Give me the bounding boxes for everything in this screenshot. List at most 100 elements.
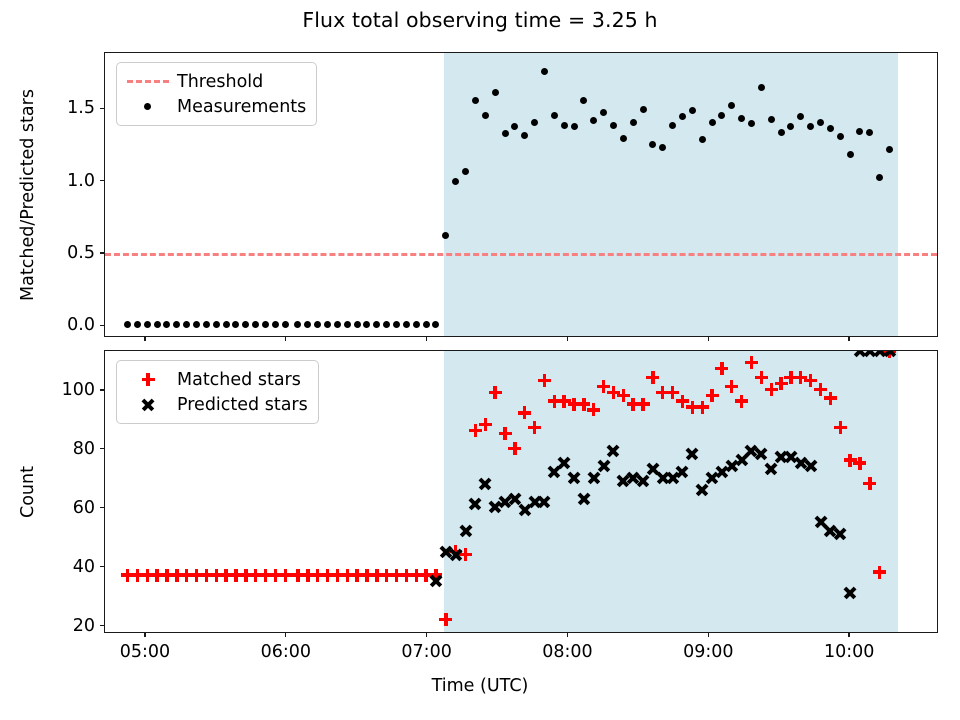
data-point [531, 118, 539, 126]
data-point [252, 321, 260, 329]
data-point [262, 321, 270, 329]
legend-top: Threshold Measurements [116, 62, 318, 126]
x-axis-tick [425, 633, 428, 637]
data-point [452, 178, 460, 186]
data-point [511, 123, 519, 131]
data-point [629, 118, 637, 126]
y-axis-tick-label: 0.0 [67, 315, 95, 336]
y-axis-tick [100, 448, 104, 450]
data-point [659, 143, 667, 151]
legend-item-predicted-stars: Predicted stars [125, 392, 308, 417]
data-point [777, 129, 785, 137]
data-point [698, 136, 706, 144]
data-point [294, 321, 302, 329]
data-point [767, 116, 775, 124]
data-point [133, 321, 141, 329]
legend-label-matched-stars: Matched stars [177, 369, 301, 390]
y-axis-tick [100, 624, 104, 627]
y-axis-tick-label: 20 [72, 615, 95, 636]
y-axis-tick-label: 60 [72, 497, 95, 518]
data-point [462, 168, 470, 176]
data-point [281, 321, 289, 329]
data-point [678, 113, 686, 121]
bottom-panel-axes [104, 350, 938, 633]
y-axis-tick-label: 1.0 [67, 170, 95, 191]
y-axis-title-top-text: Matched/Predicted stars [18, 88, 38, 301]
data-point [886, 146, 894, 154]
data-point [222, 321, 230, 329]
data-point [402, 321, 410, 329]
y-axis-tick-label: 100 [61, 379, 95, 400]
data-point [600, 108, 608, 116]
legend-item-measurements: Measurements [125, 94, 306, 119]
data-point [373, 321, 381, 329]
data-point [202, 321, 210, 329]
data-point [728, 101, 736, 109]
legend-item-threshold: Threshold [125, 69, 306, 94]
data-point [183, 321, 191, 329]
data-point [876, 173, 884, 181]
data-point [649, 140, 657, 148]
plus-marker-icon [125, 369, 171, 391]
data-point [242, 321, 250, 329]
dashed-line-icon [125, 71, 171, 93]
data-point [363, 321, 371, 329]
x-axis-tick [848, 633, 850, 637]
y-axis-tick [100, 252, 104, 254]
data-point [521, 131, 529, 139]
data-point [333, 321, 341, 329]
data-point [501, 130, 509, 138]
data-point [856, 127, 864, 135]
y-axis-title-bottom: Count [16, 350, 40, 633]
data-point [747, 120, 755, 128]
legend-label-threshold: Threshold [177, 71, 264, 92]
data-point [757, 84, 765, 92]
x-axis-tick-label: 09:00 [683, 642, 734, 662]
data-point [153, 321, 161, 329]
data-point [491, 88, 499, 96]
data-point [708, 118, 716, 126]
data-point [846, 150, 854, 158]
y-axis-tick-label: 40 [72, 556, 95, 577]
data-point [442, 231, 450, 239]
data-point [738, 114, 746, 122]
data-point [590, 117, 598, 125]
x-axis-tick-label: 07:00 [401, 642, 452, 662]
y-axis-tick [100, 507, 104, 509]
data-point [343, 321, 351, 329]
top-panel-plot-area [105, 53, 937, 336]
data-point [324, 321, 332, 329]
dot-marker-icon [125, 96, 171, 118]
cross-marker-icon [125, 394, 171, 416]
data-point [412, 321, 420, 329]
data-point [807, 123, 815, 131]
data-point [353, 321, 361, 329]
y-axis-tick [100, 107, 104, 110]
y-axis-tick [100, 389, 104, 391]
x-axis-tick [707, 337, 710, 341]
x-axis-tick-label: 10:00 [823, 642, 875, 662]
legend-bottom: Matched stars Predicted stars [116, 360, 319, 424]
data-point [550, 111, 558, 119]
data-point [836, 133, 844, 141]
x-axis-tick [566, 337, 569, 341]
y-axis-tick [100, 324, 104, 327]
top-panel-axes [104, 52, 938, 337]
data-point [797, 113, 805, 121]
legend-label-predicted-stars: Predicted stars [177, 394, 308, 415]
data-point [432, 321, 440, 329]
data-point [639, 105, 647, 113]
x-axis-tick [285, 633, 287, 637]
x-axis-tick-label: 06:00 [260, 642, 311, 662]
data-point [787, 123, 795, 131]
data-point [163, 321, 171, 329]
y-axis-tick-label: 0.5 [67, 243, 95, 264]
bottom-panel-plot-area [105, 351, 937, 632]
legend-label-measurements: Measurements [177, 96, 307, 117]
legend-item-matched-stars: Matched stars [125, 367, 308, 392]
x-axis-tick [848, 337, 850, 341]
data-point [173, 321, 181, 329]
x-axis-tick [144, 337, 146, 341]
data-point [866, 129, 874, 137]
